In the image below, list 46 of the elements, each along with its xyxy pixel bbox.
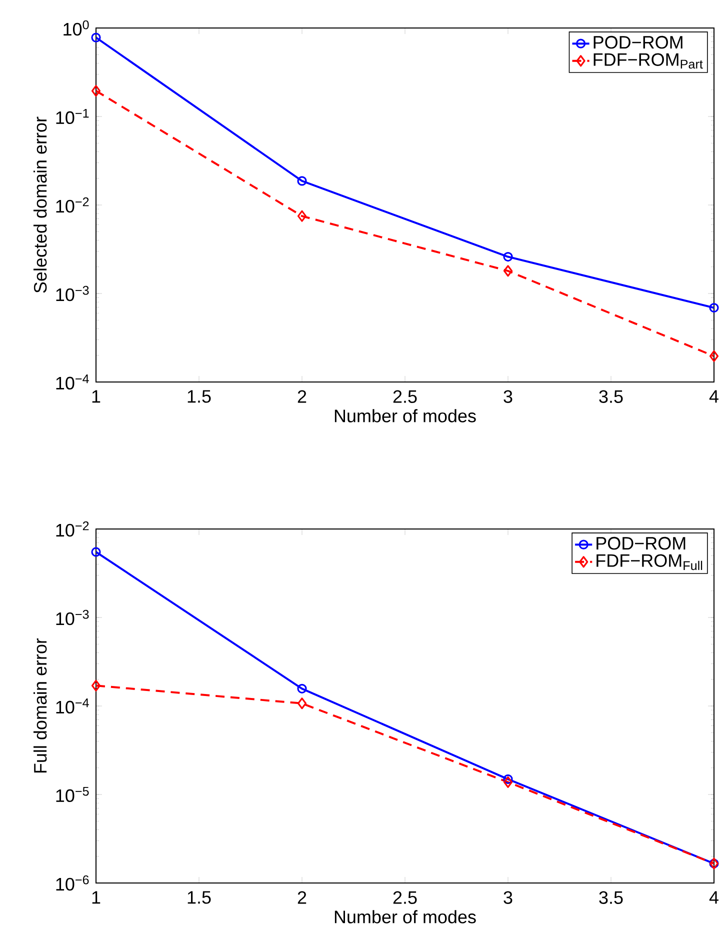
x-tick-label: 2.5 [393,891,417,904]
point [503,265,513,277]
legend-label: FDF−ROM$_{Full}$ [596,554,702,570]
x-axis-title: Number of modes [334,409,476,422]
x-tick-label: 3.5 [599,891,623,904]
point [91,547,101,557]
y-axis-title: Selected domain error [33,116,47,293]
x-tick-label: 3 [504,891,512,904]
x-tick-label: 3.5 [599,390,623,403]
y-axis-title: Full domain error [33,638,47,773]
x-tick-label: 1 [92,390,100,403]
legend-label: POD−ROM [596,536,686,550]
point [709,350,719,362]
y-tick-label: 10$^{−4}$ [56,374,89,390]
point [503,774,513,784]
x-tick-label: 2.5 [393,390,417,403]
x-tick-label: 4 [709,390,718,403]
point [297,176,307,186]
x-tick-label: 1.5 [188,891,211,904]
point [503,252,513,262]
y-tick-label: 10$^{−1}$ [56,108,89,124]
point [91,680,101,692]
y-tick-label: 10$^{−3}$ [56,610,89,626]
point [503,776,513,788]
x-tick-label: 1 [92,891,100,904]
y-tick-label: 10$^{−4}$ [56,698,89,714]
x-tick-label: 2 [298,891,306,904]
x-tick-label: 1.5 [188,390,211,403]
y-tick-label: 10$^{−6}$ [56,875,89,891]
point [91,32,101,42]
y-tick-label: 10$^{0}$ [64,20,89,36]
x-tick-label: 2 [298,390,306,403]
legend-label: POD−ROM [594,36,682,49]
y-tick-label: 10$^{−2}$ [56,521,89,537]
point [297,698,307,710]
point [297,684,307,694]
point [91,85,101,97]
point [709,302,719,313]
point [297,210,307,222]
y-tick-label: 10$^{−3}$ [56,286,89,302]
x-tick-label: 4 [709,891,718,904]
legend-label: FDF−ROM$_{Part}$ [594,53,703,69]
x-axis-title: Number of modes [334,910,476,924]
x-tick-label: 3 [504,390,512,403]
y-tick-label: 10$^{−2}$ [56,197,89,213]
y-tick-label: 10$^{−5}$ [56,786,89,802]
